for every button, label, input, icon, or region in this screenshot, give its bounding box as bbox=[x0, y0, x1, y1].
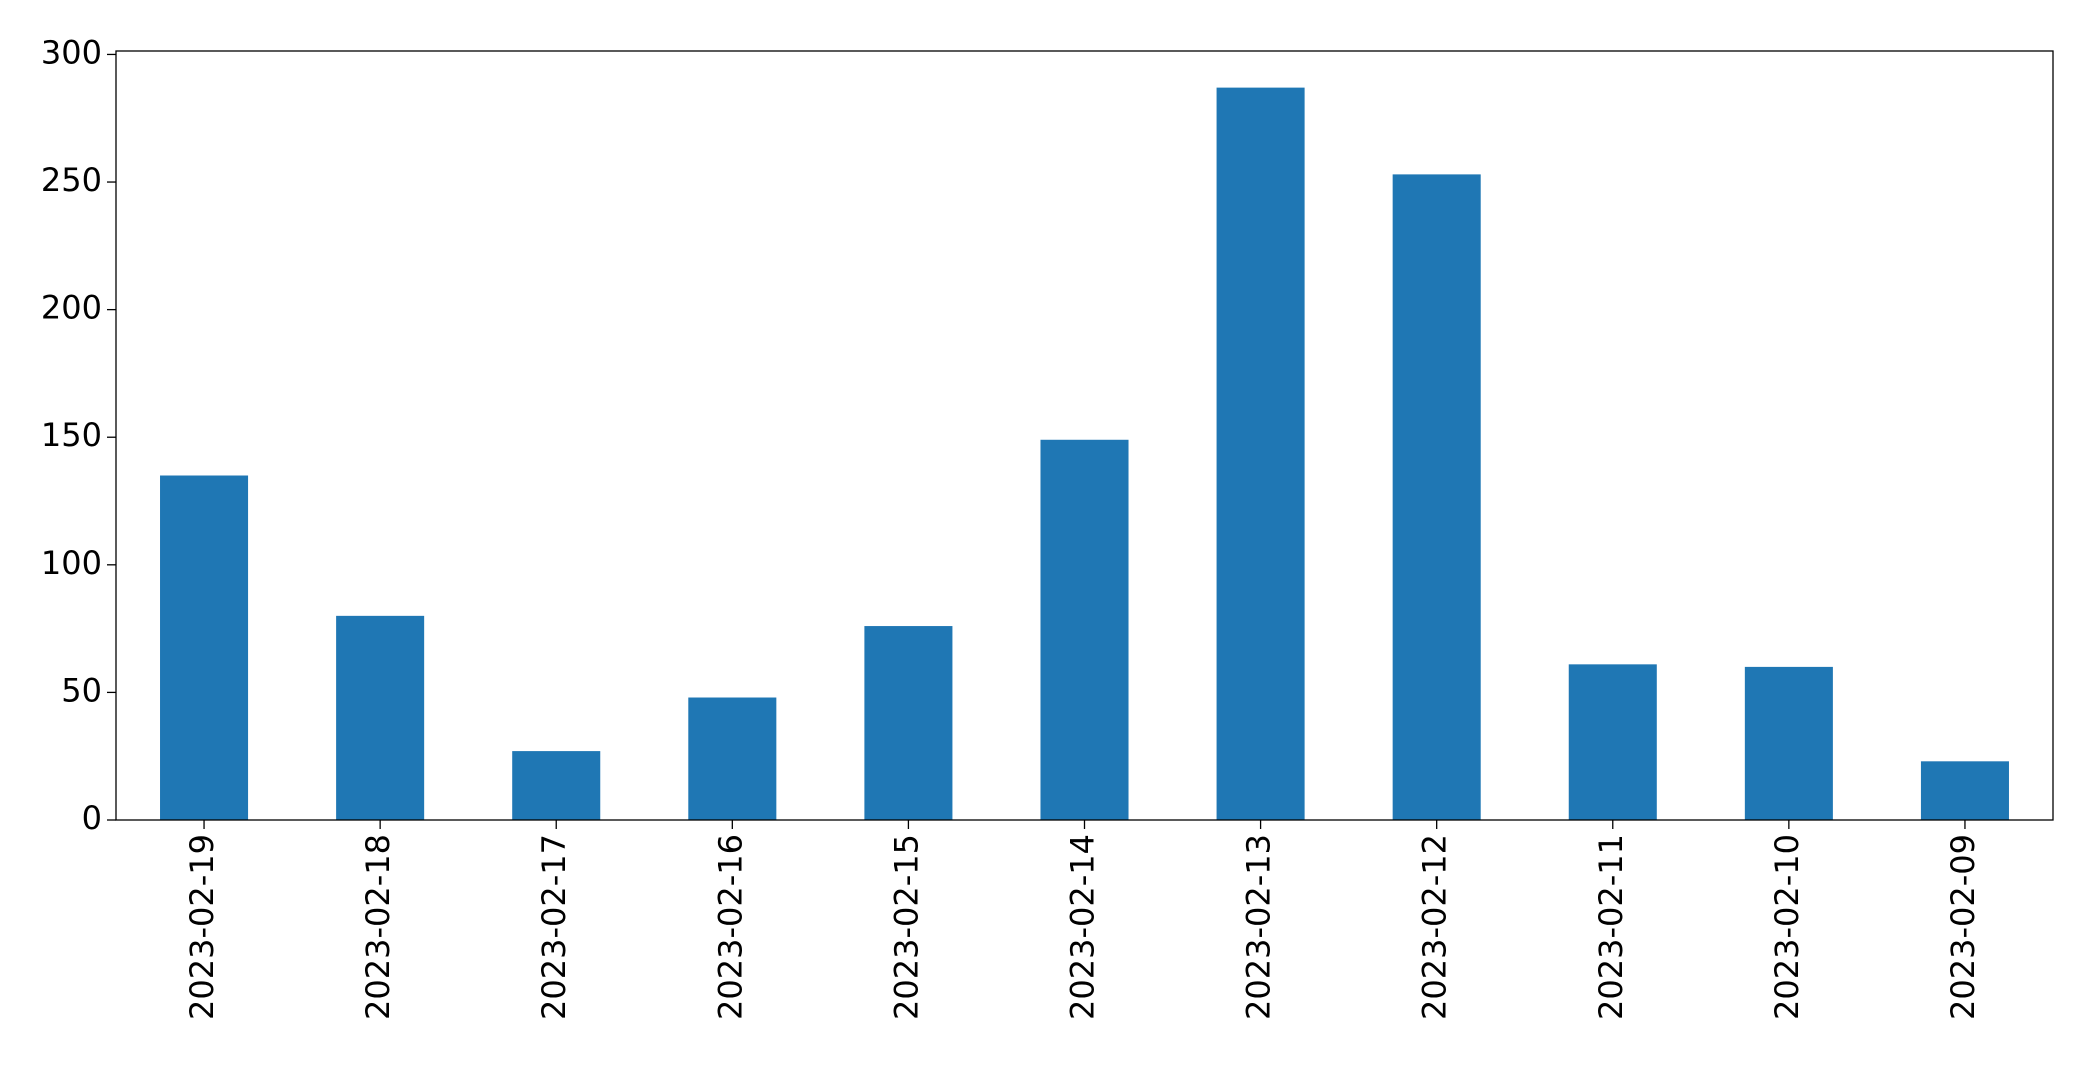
bar bbox=[512, 751, 601, 820]
bar bbox=[1392, 174, 1481, 820]
bar bbox=[688, 697, 777, 820]
y-tick-label: 200 bbox=[41, 289, 102, 327]
x-tick-label: 2023-02-10 bbox=[1768, 834, 1806, 1020]
x-tick-label: 2023-02-17 bbox=[535, 834, 573, 1020]
x-tick-label: 2023-02-16 bbox=[711, 834, 749, 1020]
bar bbox=[1040, 439, 1129, 820]
y-tick-label: 300 bbox=[41, 33, 102, 71]
y-tick-label: 0 bbox=[82, 799, 102, 837]
bar bbox=[1216, 87, 1305, 821]
y-tick-label: 150 bbox=[41, 416, 102, 454]
bar bbox=[864, 626, 953, 820]
plot-frame bbox=[115, 50, 2054, 821]
x-tick-label: 2023-02-11 bbox=[1592, 834, 1630, 1020]
bar bbox=[1920, 761, 2009, 820]
bar bbox=[336, 615, 425, 820]
bar bbox=[1744, 666, 1833, 820]
x-tick-label: 2023-02-15 bbox=[887, 834, 925, 1020]
y-tick-label: 250 bbox=[41, 161, 102, 199]
y-tick-label: 50 bbox=[61, 671, 102, 709]
bar bbox=[1568, 664, 1657, 820]
x-tick-label: 2023-02-18 bbox=[359, 834, 397, 1020]
x-tick-label: 2023-02-12 bbox=[1416, 834, 1454, 1020]
x-tick-label: 2023-02-13 bbox=[1240, 834, 1278, 1020]
x-tick-label: 2023-02-19 bbox=[183, 834, 221, 1020]
x-tick-label: 2023-02-14 bbox=[1064, 834, 1102, 1020]
bar bbox=[160, 475, 249, 820]
x-tick-label: 2023-02-09 bbox=[1944, 834, 1982, 1020]
y-tick-label: 100 bbox=[41, 544, 102, 582]
